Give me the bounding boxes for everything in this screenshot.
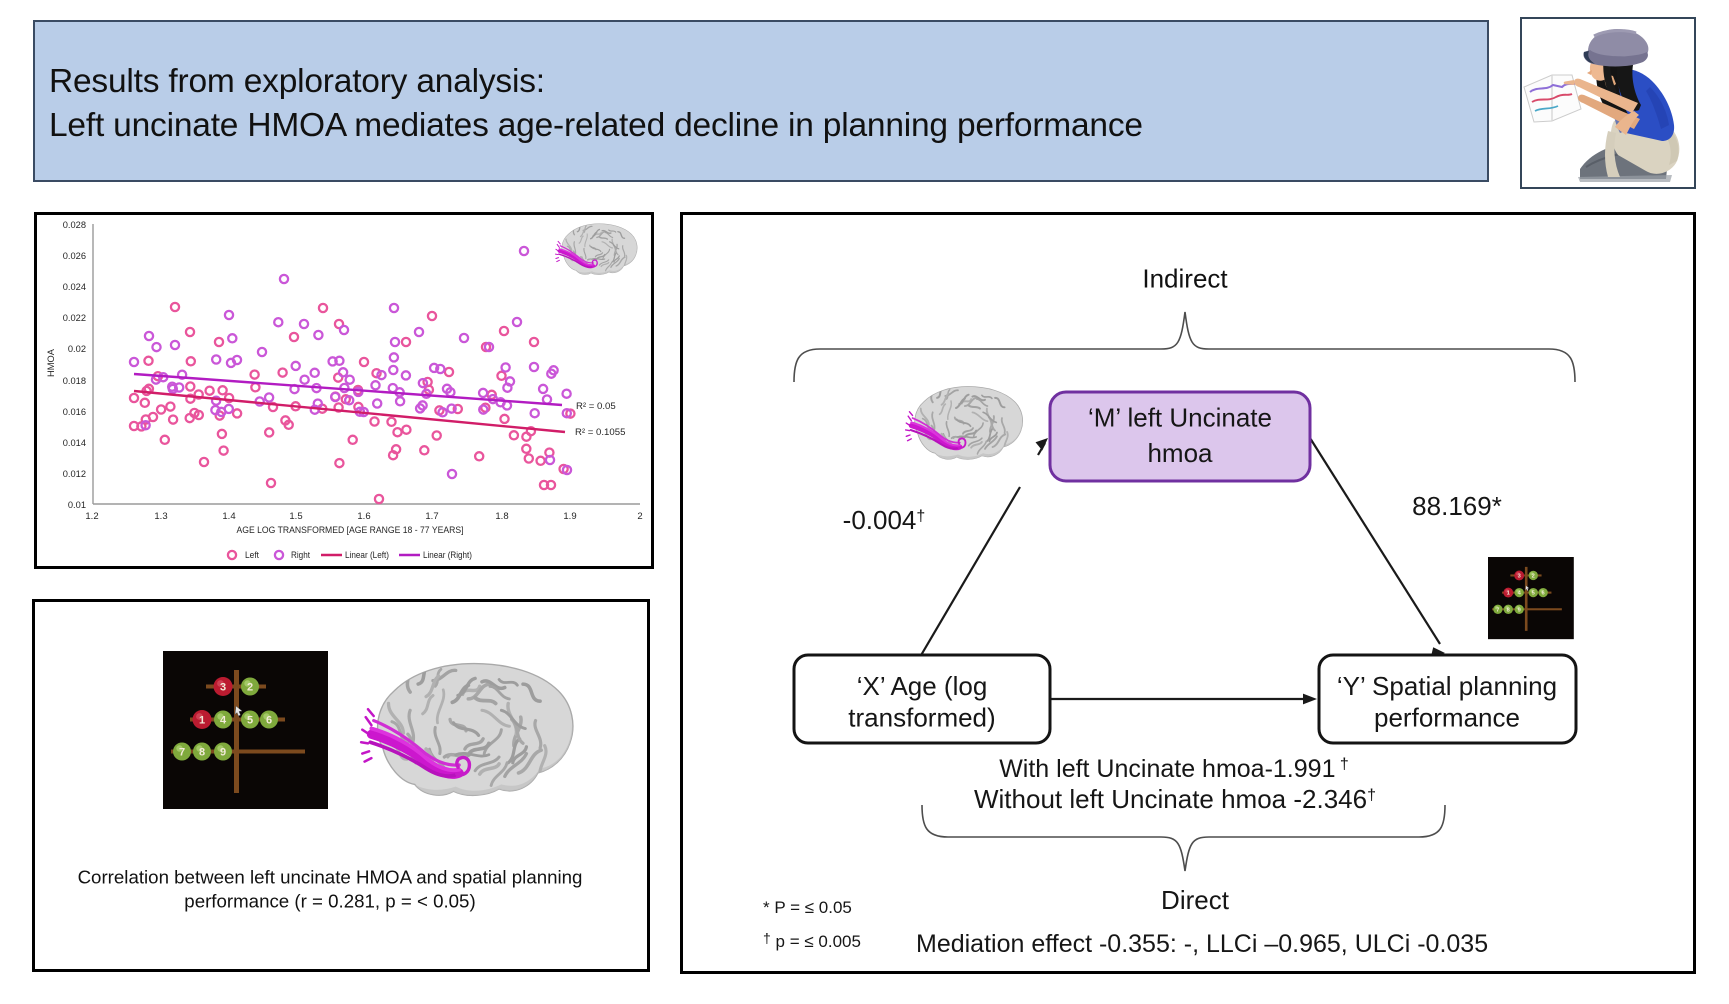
svg-text:0.01: 0.01 [68,500,86,510]
svg-text:1.3: 1.3 [154,511,167,522]
svg-text:With left Uncinate hmoa-1.991: With left Uncinate hmoa-1.991 † [999,755,1349,783]
svg-text:transformed): transformed) [848,703,995,733]
svg-text:hmoa: hmoa [1147,438,1213,468]
svg-text:Without left Uncinate hmoa -2.: Without left Uncinate hmoa -2.346† [974,784,1376,814]
svg-text:HMOA: HMOA [46,348,56,377]
svg-text:1.2: 1.2 [85,511,98,522]
svg-text:0.016: 0.016 [63,407,86,417]
svg-text:1.6: 1.6 [357,511,370,522]
svg-text:R² = 0.05: R² = 0.05 [576,401,616,412]
svg-text:R² = 0.1055: R² = 0.1055 [575,427,625,438]
svg-text:performance: performance [1374,703,1520,733]
svg-text:1.8: 1.8 [495,511,508,522]
svg-text:0.012: 0.012 [63,469,86,479]
svg-text:0.014: 0.014 [63,438,86,448]
svg-text:Linear (Left): Linear (Left) [345,550,389,561]
svg-text:Right: Right [291,550,310,561]
svg-text:Linear (Right): Linear (Right) [423,550,472,561]
svg-text:† p = ≤ 0.005: † p = ≤ 0.005 [763,930,861,951]
svg-text:‘M’ left Uncinate: ‘M’ left Uncinate [1088,403,1272,433]
svg-text:0.026: 0.026 [63,251,86,261]
svg-text:AGE LOG TRANSFORMED [AGE RANGE: AGE LOG TRANSFORMED [AGE RANGE 18 - 77 Y… [237,525,464,535]
svg-text:0.02: 0.02 [68,344,86,354]
svg-text:Left: Left [245,550,259,561]
svg-text:1.5: 1.5 [289,511,302,522]
svg-text:Direct: Direct [1161,885,1230,915]
svg-text:-0.004†: -0.004† [843,505,926,535]
svg-text:Mediation effect -0.355: -, LL: Mediation effect -0.355: -, LLCi –0.965,… [916,930,1488,958]
svg-text:Correlation between left uncin: Correlation between left uncinate HMOA a… [78,867,583,888]
svg-text:‘X’ Age (log: ‘X’ Age (log [857,671,988,701]
svg-text:2: 2 [637,511,642,522]
svg-text:88.169*: 88.169* [1412,491,1502,521]
svg-text:Indirect: Indirect [1142,264,1228,294]
svg-text:‘Y’ Spatial planning: ‘Y’ Spatial planning [1337,671,1557,701]
svg-text:* P = ≤ 0.05: * P = ≤ 0.05 [763,898,852,917]
svg-text:0.024: 0.024 [63,282,86,292]
svg-text:0.018: 0.018 [63,376,86,386]
svg-text:1.4: 1.4 [222,511,235,522]
svg-text:0.022: 0.022 [63,313,86,323]
svg-text:1.9: 1.9 [563,511,576,522]
svg-text:1.7: 1.7 [425,511,438,522]
svg-text:0.028: 0.028 [63,220,86,230]
svg-text:performance (r = 0.281, p = <: performance (r = 0.281, p = < 0.05) [184,891,475,912]
